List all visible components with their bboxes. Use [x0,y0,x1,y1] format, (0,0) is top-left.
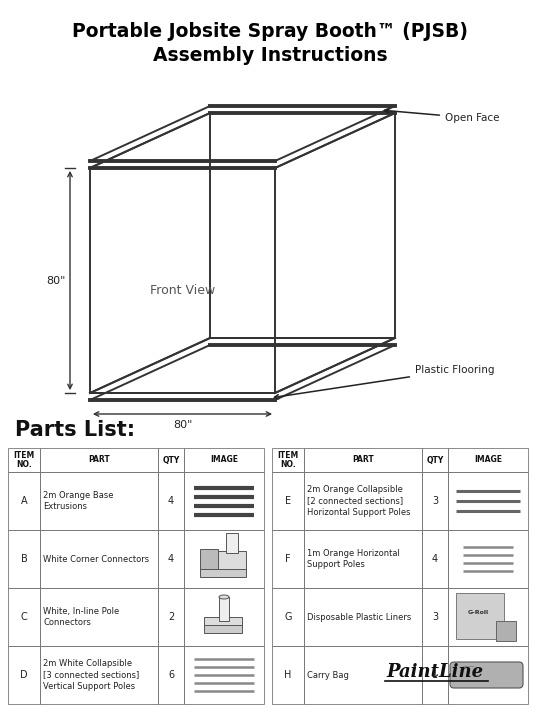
Text: B: B [21,554,28,564]
Text: ITEM
NO.: ITEM NO. [278,451,299,469]
Bar [200,549,218,569]
Bar [8,588,40,646]
Bar [272,472,304,530]
Text: 1m Orange Horizontal
Support Poles: 1m Orange Horizontal Support Poles [307,549,400,569]
Bar [219,597,229,621]
Bar [422,530,448,588]
Text: 1: 1 [432,670,438,680]
Text: G-Roll: G-Roll [468,610,489,615]
Bar [422,646,448,704]
Text: Front View: Front View [150,284,215,297]
Bar [448,588,528,646]
Bar [448,646,528,704]
Text: QTY: QTY [427,455,444,464]
Bar [184,472,264,530]
Bar [304,588,422,646]
Bar [422,588,448,646]
Bar [40,530,158,588]
Bar [200,567,246,577]
Bar [158,472,184,530]
Text: 2m White Collapsible
[3 connected sections]
Vertical Support Poles: 2m White Collapsible [3 connected sectio… [43,659,139,691]
Text: H: H [285,670,292,680]
Text: 80": 80" [46,276,66,286]
Bar [8,472,40,530]
Bar [184,448,264,472]
Bar [218,551,246,569]
Text: Carry Bag: Carry Bag [307,671,349,679]
Bar [204,617,242,625]
FancyBboxPatch shape [450,662,523,688]
Text: 2m Orange Base
Extrusions: 2m Orange Base Extrusions [43,491,113,511]
Text: 4: 4 [168,496,174,506]
Text: C: C [21,612,28,622]
Text: White, In-line Pole
Connectors: White, In-line Pole Connectors [43,607,119,627]
Text: D: D [20,670,28,680]
Text: F: F [285,554,291,564]
Text: Open Face: Open Face [384,108,500,123]
Bar [8,448,40,472]
Text: 4: 4 [168,554,174,564]
Bar [158,646,184,704]
Bar [272,588,304,646]
Text: PaintLine: PaintLine [387,663,483,681]
Text: ITEM
NO.: ITEM NO. [14,451,35,469]
Bar [496,621,516,641]
Bar [158,588,184,646]
Text: 6: 6 [168,670,174,680]
Bar [448,448,528,472]
Text: G: G [284,612,292,622]
Bar [448,472,528,530]
Bar [304,530,422,588]
Text: Disposable Plastic Liners: Disposable Plastic Liners [307,613,411,622]
Text: PART: PART [88,455,110,464]
Bar [304,472,422,530]
Bar [184,530,264,588]
Text: 2m Orange Collapsible
[2 connected sections]
Horizontal Support Poles: 2m Orange Collapsible [2 connected secti… [307,486,410,517]
Text: IMAGE: IMAGE [474,455,502,464]
Text: IMAGE: IMAGE [210,455,238,464]
Text: Parts List:: Parts List: [15,420,135,440]
Text: E: E [285,496,291,506]
Bar [40,448,158,472]
Bar [40,646,158,704]
Bar [422,448,448,472]
Bar [456,593,504,639]
Bar [272,448,304,472]
Bar [304,448,422,472]
Bar [8,646,40,704]
Bar [158,448,184,472]
Text: 3: 3 [432,496,438,506]
Bar [448,530,528,588]
Bar [204,625,242,633]
Bar [304,646,422,704]
Text: QTY: QTY [163,455,180,464]
Text: Portable Jobsite Spray Booth™ (PJSB): Portable Jobsite Spray Booth™ (PJSB) [72,22,468,41]
Text: Plastic Flooring: Plastic Flooring [274,365,495,398]
Bar [40,472,158,530]
Bar [40,588,158,646]
Text: 2: 2 [168,612,174,622]
Bar [422,472,448,530]
Text: 3: 3 [432,612,438,622]
Text: 4: 4 [432,554,438,564]
Bar [158,530,184,588]
Text: Assembly Instructions: Assembly Instructions [153,46,387,65]
Bar [184,588,264,646]
Bar [272,530,304,588]
Text: White Corner Connectors: White Corner Connectors [43,554,149,564]
Bar [184,646,264,704]
Bar [226,533,238,553]
Ellipse shape [219,595,229,599]
Text: A: A [21,496,28,506]
Bar [8,530,40,588]
Bar [272,646,304,704]
Text: PART: PART [352,455,374,464]
Text: 80": 80" [173,420,192,430]
